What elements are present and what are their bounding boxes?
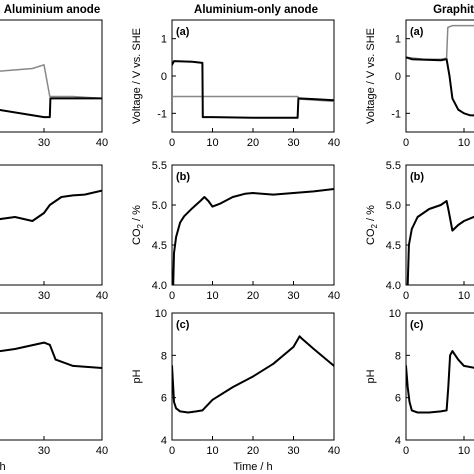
x-tick-label: 10 <box>458 445 470 457</box>
y-tick-label: 0 <box>395 71 401 83</box>
y-tick-label: 5.0 <box>152 200 167 212</box>
panel-4: 5.5 5.0 4.5 4.00 10 20 30 40 (b) CO2 / % <box>131 160 340 302</box>
panel-7: 10 8 6 40 10 20 30 40 (c) pH Time / h <box>131 308 340 473</box>
x-tick-label: 40 <box>328 137 340 149</box>
x-axis-title: Time / h <box>233 461 272 473</box>
y-tick-label: 5.0 <box>386 200 401 212</box>
plot-frame <box>171 164 335 286</box>
y-tick-label: 4.5 <box>386 240 401 252</box>
panel-label: (b) <box>176 171 190 183</box>
x-tick-label: 0 <box>169 445 175 457</box>
y-axis-title: Voltage / V vs. SHE <box>365 28 377 124</box>
x-tick-label: 10 <box>206 290 218 302</box>
x-tick-label: 40 <box>328 290 340 302</box>
panel-label: (a) <box>176 26 190 38</box>
panel-label: (c) <box>410 319 424 331</box>
column-title: Aluminium anode <box>4 4 100 16</box>
y-tick-label: 5.5 <box>386 160 401 172</box>
y-tick-label: 8 <box>161 350 167 362</box>
y-tick-label: 10 <box>389 308 401 320</box>
x-tick-label: 0 <box>403 137 409 149</box>
panel-0: 203040Aluminium anode <box>0 4 108 149</box>
x-tick-label: 0 <box>169 290 175 302</box>
series-line-0 <box>172 335 334 414</box>
y-tick-label: 4 <box>395 435 401 447</box>
y-tick-label: 4 <box>161 435 167 447</box>
panel-1: 10-10 10 20 30 40(a)Voltage / V vs. SHEAlumi… <box>131 4 340 149</box>
x-tick-label: 20 <box>247 290 259 302</box>
y-axis-title: pH <box>365 369 377 383</box>
series-line-0 <box>0 189 102 222</box>
y-tick-label: 1 <box>161 34 167 46</box>
x-tick-label: 30 <box>38 445 50 457</box>
panel-label: (b) <box>410 171 424 183</box>
x-tick-label: 20 <box>247 445 259 457</box>
x-tick-label: 0 <box>403 445 409 457</box>
x-tick-label: 0 <box>169 137 175 149</box>
y-tick-label: -1 <box>157 108 167 120</box>
x-tick-label: 20 <box>247 137 259 149</box>
plot-frame <box>0 312 103 441</box>
x-tick-label: 0 <box>403 290 409 302</box>
y-tick-label: 10 <box>155 308 167 320</box>
y-tick-label: 8 <box>395 350 401 362</box>
series-line-1 <box>0 97 102 119</box>
x-tick-label: 30 <box>38 290 50 302</box>
x-tick-label: 10 <box>458 290 470 302</box>
y-tick-label: 4.0 <box>152 280 167 292</box>
series-line-1 <box>172 60 334 119</box>
panel-6: 203040Time / h <box>0 312 108 473</box>
plot-frame <box>0 19 103 133</box>
x-axis-title: Time / h <box>0 461 6 473</box>
x-tick-label: 10 <box>206 445 218 457</box>
y-tick-label: 5.5 <box>152 160 167 172</box>
y-tick-label: 6 <box>395 393 401 405</box>
series-line-1 <box>406 56 474 117</box>
plot-frame <box>171 19 335 133</box>
x-tick-label: 40 <box>96 290 108 302</box>
plot-frame <box>0 164 103 286</box>
series-line-0 <box>0 341 102 369</box>
x-tick-label: 40 <box>96 445 108 457</box>
y-tick-label: 0 <box>161 71 167 83</box>
column-title: Aluminium-only anode <box>194 4 318 16</box>
y-tick-label: 1 <box>395 34 401 46</box>
y-tick-label: -1 <box>391 108 401 120</box>
x-tick-label: 30 <box>287 290 299 302</box>
series-line-0 <box>406 350 474 414</box>
x-tick-label: 40 <box>328 445 340 457</box>
y-axis-title: CO2 / % <box>131 205 145 245</box>
series-line-0 <box>172 188 334 285</box>
series-line-0 <box>406 200 474 285</box>
x-tick-label: 10 <box>458 137 470 149</box>
panel-label: (c) <box>176 319 190 331</box>
x-tick-label: 10 <box>206 137 218 149</box>
column-title: Graphit <box>433 4 474 16</box>
y-tick-label: 4.0 <box>386 280 401 292</box>
panel-5: 5.5 5.0 4.5 4.00 10 (b) CO2 / % <box>365 160 474 302</box>
y-tick-label: 4.5 <box>152 240 167 252</box>
y-axis-title: Voltage / V vs. SHE <box>131 28 143 124</box>
x-tick-label: 30 <box>287 445 299 457</box>
y-axis-title: CO2 / % <box>365 205 379 245</box>
x-tick-label: 40 <box>96 137 108 149</box>
x-tick-label: 30 <box>287 137 299 149</box>
plot-frame <box>405 312 474 441</box>
x-tick-label: 30 <box>38 137 50 149</box>
y-tick-label: 6 <box>161 393 167 405</box>
plot-frame <box>405 164 474 286</box>
y-axis-title: pH <box>131 369 143 383</box>
panel-label: (a) <box>410 26 424 38</box>
series-line-0 <box>0 64 102 100</box>
